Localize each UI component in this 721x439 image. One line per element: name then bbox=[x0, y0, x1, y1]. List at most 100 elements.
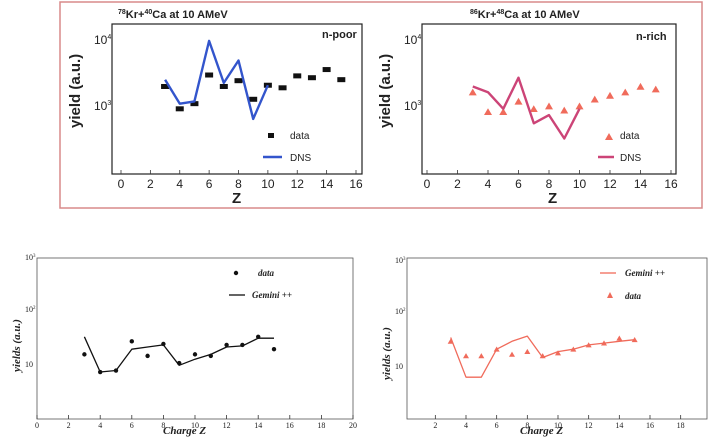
data-point bbox=[219, 83, 228, 89]
chart-title: 78Kr+40Ca at 10 AMeV bbox=[118, 9, 228, 21]
x-tick-label: 4 bbox=[464, 421, 468, 430]
panel-n-poor: 78Kr+40Ca at 10 AMeV n-poor 104 103 yiel… bbox=[67, 9, 363, 207]
data-point bbox=[560, 106, 569, 114]
x-axis-label: Charge Z bbox=[163, 425, 206, 437]
data-point bbox=[271, 346, 277, 352]
x-tick-label: 6 bbox=[130, 421, 134, 430]
plot-frame bbox=[36, 257, 354, 420]
data-point bbox=[524, 348, 531, 355]
x-tick-label: 16 bbox=[664, 177, 678, 191]
x-tick-label: 12 bbox=[291, 177, 305, 191]
data-point bbox=[337, 77, 346, 83]
x-tick-label: 16 bbox=[286, 421, 294, 430]
data-point bbox=[205, 72, 214, 78]
y-tick-label: 103 bbox=[395, 256, 406, 265]
x-tick-label: 4 bbox=[176, 177, 183, 191]
x-tick-label: 14 bbox=[254, 421, 262, 430]
data-point bbox=[636, 82, 645, 90]
x-axis-label: Z bbox=[232, 190, 241, 207]
x-tick-label: 4 bbox=[485, 177, 492, 191]
chart-marks bbox=[82, 334, 277, 375]
x-tick-label: 10 bbox=[554, 421, 562, 430]
x-tick-label: 6 bbox=[495, 421, 499, 430]
data-point bbox=[224, 342, 229, 348]
legend: data Gemini ++ bbox=[229, 268, 292, 300]
y-axis-label: yield (a.u.) bbox=[67, 54, 84, 128]
plot-frame bbox=[406, 257, 708, 420]
data-point bbox=[651, 85, 660, 93]
data-point bbox=[463, 353, 469, 359]
x-tick-label: 12 bbox=[603, 177, 617, 191]
data-point bbox=[190, 101, 199, 107]
x-tick-label: 14 bbox=[634, 177, 648, 191]
x-tick-label: 6 bbox=[206, 177, 213, 191]
legend-label: Gemini ++ bbox=[625, 268, 665, 278]
panel-n-rich: 86Kr+48Ca at 10 AMeV n-rich 104 103 yiel… bbox=[377, 9, 678, 207]
x-axis-label: Z bbox=[548, 190, 557, 207]
y-tick-label: 103 bbox=[25, 253, 36, 262]
y-tick-label: 10 bbox=[25, 360, 33, 369]
data-point bbox=[514, 97, 523, 105]
y-axis-label: yields (a.u.) bbox=[381, 327, 393, 382]
x-tick-label: 6 bbox=[515, 177, 522, 191]
x-tick-label: 10 bbox=[573, 177, 587, 191]
chart-marks bbox=[161, 39, 346, 121]
legend-label: data bbox=[290, 131, 310, 142]
legend-label: Gemini ++ bbox=[252, 290, 292, 300]
x-tick-label: 20 bbox=[349, 421, 357, 430]
series-line bbox=[164, 39, 269, 121]
series-line bbox=[472, 76, 581, 140]
data-point bbox=[545, 102, 553, 110]
data-point bbox=[478, 353, 485, 359]
x-tick-label: 4 bbox=[98, 421, 102, 430]
data-point bbox=[616, 335, 623, 341]
x-tick-label: 2 bbox=[147, 177, 154, 191]
data-point bbox=[322, 67, 331, 73]
plot-frame bbox=[421, 23, 677, 175]
x-tick-labels: 2 4 6 8 10 12 14 16 18 bbox=[433, 415, 685, 430]
y-tick-label: 104 bbox=[404, 33, 421, 47]
legend: data DNS bbox=[598, 131, 641, 164]
y-tick-label: 103 bbox=[404, 99, 421, 113]
legend-label: DNS bbox=[620, 153, 641, 164]
y-axis-label: yields (a.u.) bbox=[11, 319, 23, 374]
chart-title: 86Kr+48Ca at 10 AMeV bbox=[470, 9, 580, 21]
series-line bbox=[83, 336, 274, 373]
legend-marker-data bbox=[268, 133, 274, 138]
panel-gemini-left: 103 102 10 yields (a.u.) Charge Z data G… bbox=[11, 253, 357, 437]
x-tick-label: 10 bbox=[261, 177, 275, 191]
x-tick-label: 0 bbox=[118, 177, 125, 191]
data-point bbox=[499, 108, 508, 115]
panel-tag: n-rich bbox=[636, 31, 667, 43]
y-tick-label: 102 bbox=[395, 307, 406, 316]
top-frame bbox=[59, 1, 703, 209]
data-point bbox=[82, 352, 87, 357]
legend: data DNS bbox=[263, 131, 311, 164]
x-tick-label: 12 bbox=[585, 421, 593, 430]
y-tick-label: 104 bbox=[94, 33, 111, 47]
data-point bbox=[509, 351, 515, 357]
x-tick-label: 8 bbox=[235, 177, 242, 191]
legend-marker-data bbox=[605, 133, 613, 140]
legend-label: DNS bbox=[290, 153, 311, 164]
data-point bbox=[621, 88, 630, 96]
y-tick-label: 103 bbox=[94, 99, 111, 113]
plot-frame bbox=[111, 23, 363, 175]
legend: Gemini ++ data bbox=[600, 268, 665, 301]
chart-marks bbox=[468, 76, 660, 140]
x-tick-label: 10 bbox=[191, 421, 199, 430]
x-tick-label: 8 bbox=[161, 421, 165, 430]
x-tick-label: 0 bbox=[424, 177, 431, 191]
data-point bbox=[175, 106, 184, 112]
data-point bbox=[145, 353, 150, 359]
data-point bbox=[575, 102, 584, 110]
x-tick-label: 18 bbox=[677, 421, 685, 430]
x-tick-label: 8 bbox=[546, 177, 553, 191]
chart-marks bbox=[447, 335, 638, 378]
data-point bbox=[555, 350, 561, 356]
series-line bbox=[450, 335, 635, 378]
legend-label: data bbox=[620, 131, 640, 142]
data-point bbox=[278, 85, 287, 91]
x-tick-label: 8 bbox=[525, 421, 529, 430]
x-tick-label: 14 bbox=[615, 421, 623, 430]
